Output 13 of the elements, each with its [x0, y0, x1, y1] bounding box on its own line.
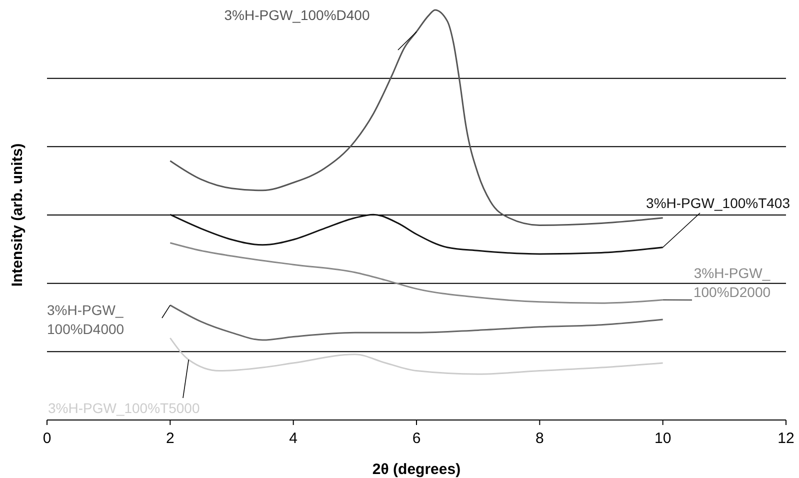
- x-tick-label: 10: [654, 430, 672, 447]
- text: 3%H-PGW_100%T403: [646, 195, 790, 211]
- text: 3%H-PGW_100%D4000: [47, 302, 124, 337]
- x-tick-label: 0: [42, 430, 52, 447]
- y-axis-title: Intensity (arb. units): [9, 143, 26, 287]
- x-tick-label: 4: [289, 430, 298, 447]
- x-tick-label: 8: [535, 430, 544, 447]
- text: 3%H-PGW_100%D2000: [693, 265, 771, 300]
- x-tick-label: 6: [412, 430, 421, 447]
- x-tick-label: 12: [778, 430, 794, 447]
- x-axis-title: 2θ (degrees): [372, 461, 461, 478]
- x-tick-label: 2: [166, 430, 174, 447]
- text: 3%H-PGW_100%D400: [224, 7, 370, 23]
